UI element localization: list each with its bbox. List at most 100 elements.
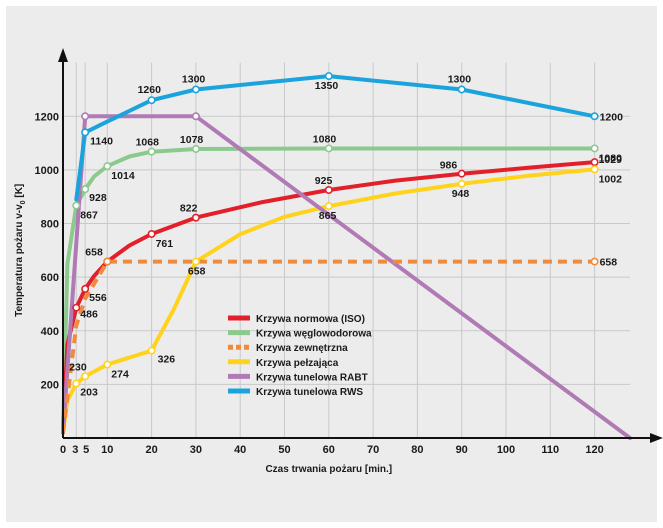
- legend: Krzywa normowa (ISO) Krzywa węglowodorowa…: [228, 314, 372, 398]
- x-axis-title: Czas trwania pożaru [min.]: [265, 464, 392, 475]
- legend-label-5: Krzywa tunelowa RWS: [256, 387, 363, 398]
- x-axis-arrow: [650, 433, 663, 443]
- data-label-0-2: 658: [85, 247, 103, 259]
- x-tick-label-110: 110: [541, 444, 559, 456]
- marker-4-0: [81, 112, 90, 121]
- marker-3-0: [72, 379, 81, 388]
- data-label-0-7: 1029: [599, 154, 623, 166]
- legend-label-3: Krzywa pełzająca: [256, 358, 339, 369]
- marker-1-3: [147, 147, 156, 156]
- y-axis-title-subscript: 0: [20, 200, 27, 204]
- data-label-1-1: 928: [89, 192, 107, 204]
- y-axis-title: Temperatura pożaru v-v0 [K]: [14, 184, 27, 317]
- x-tick-label-50: 50: [278, 444, 290, 456]
- x-tick-label-10: 10: [101, 444, 113, 456]
- y-tick-label-400: 400: [41, 326, 59, 338]
- data-label-3-2: 274: [111, 369, 129, 381]
- data-label-5-2: 1300: [182, 73, 206, 85]
- marker-2-1: [590, 257, 599, 266]
- marker-5-4: [457, 85, 466, 94]
- series-line-2: [61, 259, 595, 433]
- data-label-3-6: 1002: [599, 173, 623, 185]
- legend-label-0: Krzywa normowa (ISO): [256, 314, 365, 325]
- data-label-2-1: 658: [600, 257, 618, 269]
- marker-0-7: [590, 158, 599, 167]
- legend-label-2: Krzywa zewnętrzna: [256, 343, 348, 354]
- legend-label-4: Krzywa tunelowa RABT: [256, 372, 368, 383]
- marker-0-1: [81, 284, 90, 293]
- x-tick-label-120: 120: [585, 444, 603, 456]
- series-markers: [72, 72, 599, 388]
- series-lines: [61, 74, 632, 440]
- marker-3-5: [324, 202, 333, 211]
- marker-5-2: [191, 85, 200, 94]
- x-tick-label-80: 80: [411, 444, 423, 456]
- data-label-0-5: 925: [315, 175, 333, 187]
- marker-3-7: [590, 165, 599, 174]
- marker-5-5: [590, 112, 599, 121]
- data-label-3-5: 948: [452, 188, 470, 200]
- marker-5-3: [324, 72, 333, 81]
- marker-0-0: [72, 303, 81, 312]
- data-label-0-1: 556: [89, 292, 107, 304]
- y-tick-label-1200: 1200: [35, 111, 59, 123]
- data-label-0-3: 761: [156, 238, 174, 250]
- y-tick-label-800: 800: [41, 219, 59, 231]
- marker-0-3: [147, 229, 156, 238]
- x-tick-label-70: 70: [367, 444, 379, 456]
- series-line-5: [74, 74, 597, 202]
- marker-4-1: [191, 112, 200, 121]
- x-tick-label-90: 90: [456, 444, 468, 456]
- y-axis-title-main: Temperatura pożaru v-v: [14, 204, 25, 317]
- marker-3-1: [81, 372, 90, 381]
- data-label-0-4: 822: [180, 203, 198, 215]
- marker-1-4: [191, 144, 200, 153]
- marker-3-3: [147, 346, 156, 355]
- data-label-1-4: 1078: [180, 134, 204, 146]
- marker-1-6: [590, 144, 599, 153]
- data-label-0-0: 486: [80, 309, 98, 321]
- marker-0-5: [324, 186, 333, 195]
- axes: [58, 48, 663, 443]
- y-axis-title-unit: [K]: [14, 184, 25, 201]
- marker-0-4: [191, 213, 200, 222]
- x-tick-label-40: 40: [234, 444, 246, 456]
- marker-1-5: [324, 144, 333, 153]
- marker-3-2: [103, 360, 112, 369]
- marker-5-0: [81, 128, 90, 137]
- data-label-1-6: 1080: [599, 152, 623, 164]
- legend-label-1: Krzywa węglowodorowa: [256, 329, 372, 340]
- data-label-5-0: 1140: [90, 135, 113, 147]
- marker-3-4: [191, 257, 200, 266]
- y-axis-arrow: [58, 48, 68, 62]
- data-label-3-1: 230: [69, 361, 87, 373]
- data-label-3-3: 326: [158, 354, 176, 366]
- marker-1-0: [72, 201, 81, 210]
- data-label-5-3: 1350: [315, 80, 339, 92]
- data-label-1-0: 867: [80, 210, 98, 222]
- marker-5-1: [147, 96, 156, 105]
- data-label-2-0: 658: [188, 266, 206, 278]
- x-tick-label-3: 3: [72, 444, 78, 456]
- tick-labels: 0 3 5 10 20 30 40 50 60 70 80 90 100 110 120 200 400 600 8…: [35, 111, 604, 456]
- series-line-4: [61, 114, 632, 440]
- marker-0-6: [457, 169, 466, 178]
- data-label-3-4: 865: [319, 210, 337, 222]
- x-tick-label-5: 5: [83, 444, 89, 456]
- data-label-1-3: 1068: [136, 137, 160, 149]
- x-tick-label-30: 30: [190, 444, 202, 456]
- data-label-1-2: 1014: [111, 170, 135, 182]
- marker-2-0: [103, 257, 112, 266]
- y-tick-label-600: 600: [41, 272, 59, 284]
- data-label-5-4: 1300: [448, 73, 472, 85]
- x-tick-label-20: 20: [145, 444, 157, 456]
- data-label-1-5: 1080: [313, 133, 337, 145]
- data-label-5-5: 1200: [600, 111, 624, 123]
- data-label-5-1: 1260: [138, 84, 162, 96]
- marker-1-2: [103, 162, 112, 171]
- x-tick-label-60: 60: [323, 444, 335, 456]
- marker-1-1: [81, 185, 90, 194]
- data-labels: 486 556 658 761 822 925 986 1029 867 928 1014 1068 1…: [69, 73, 623, 398]
- data-label-3-0: 203: [80, 387, 98, 399]
